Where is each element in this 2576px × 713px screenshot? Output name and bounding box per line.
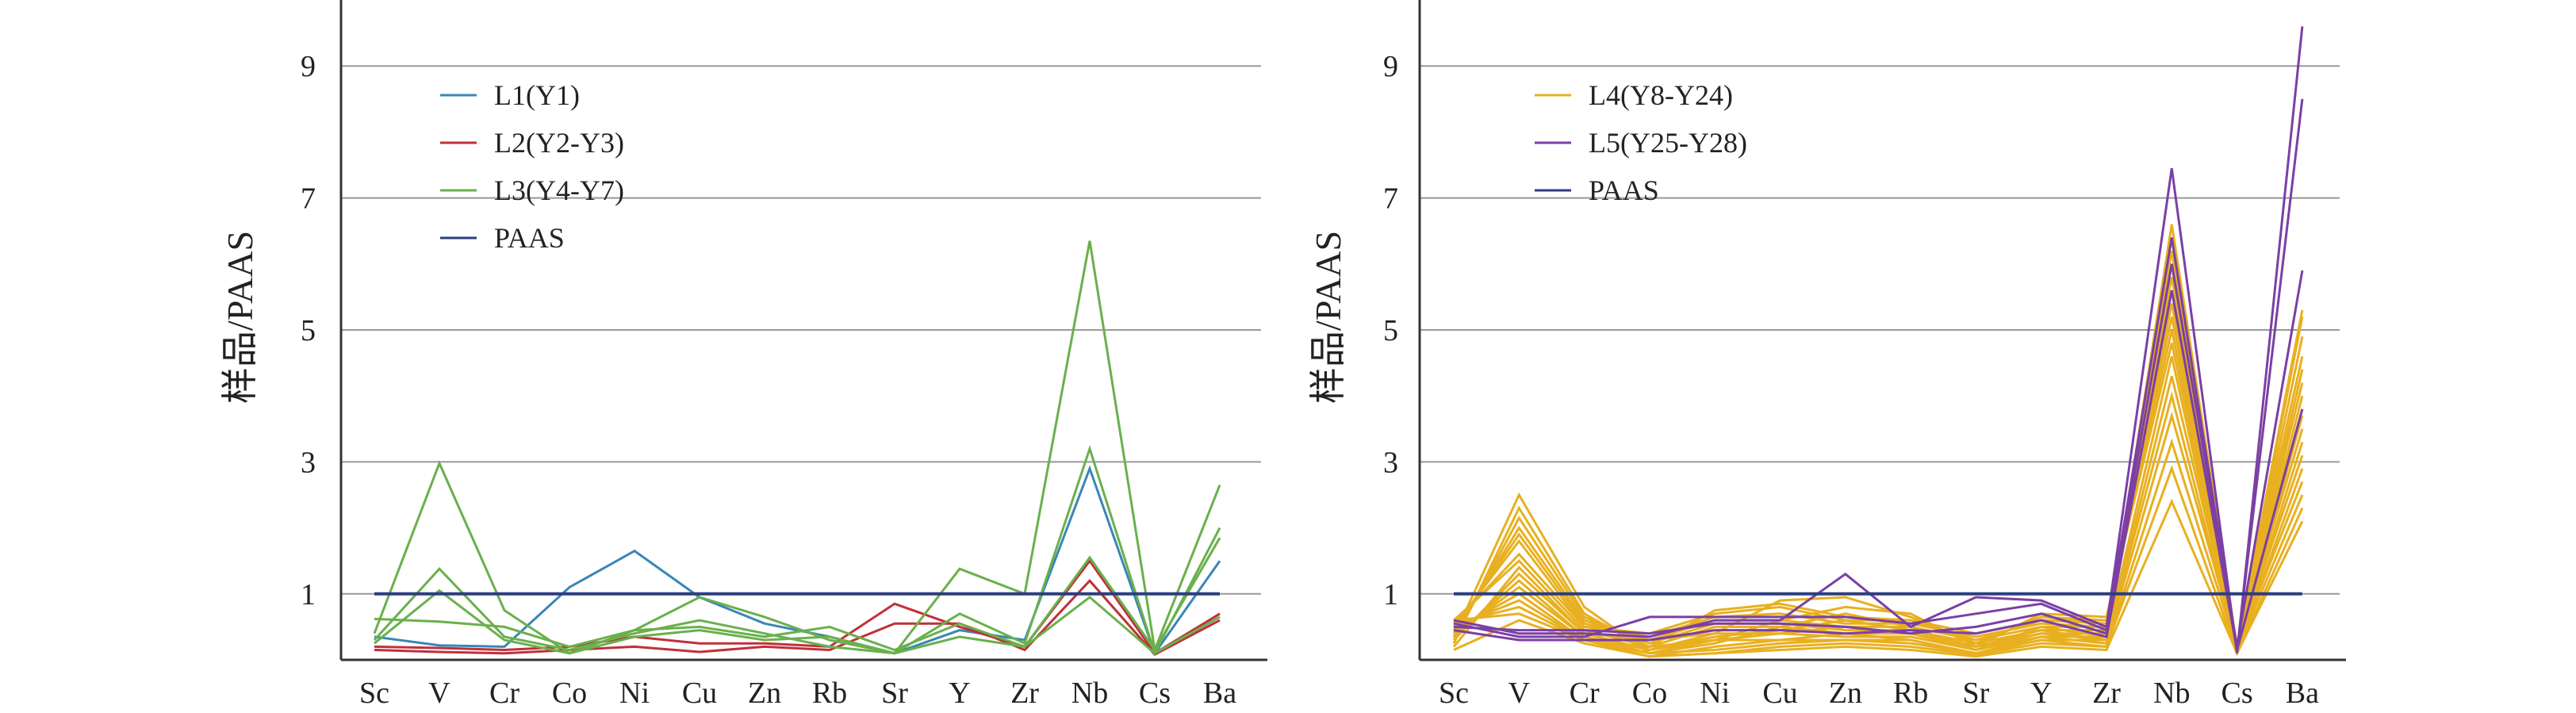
y-tick-label: 1: [301, 578, 316, 611]
x-tick-label: Y: [2030, 677, 2052, 709]
y-tick-label: 3: [301, 446, 316, 479]
x-tick-label: V: [428, 677, 450, 709]
x-tick-label: Nb: [1071, 677, 1108, 709]
x-tick-label: Co: [1632, 677, 1667, 709]
x-tick-label: Nb: [2153, 677, 2190, 709]
y-axis-title: 样品/PAAS: [220, 231, 260, 404]
series-line-l4-4: [1452, 277, 2304, 650]
x-tick-label: Zn: [1829, 677, 1862, 709]
chart-panel-1: 1 3 5 7 9 Sc V Cr Co Ni Cu Zn Rb Sr Y Zr Nb Cs Ba 样品/PAAS L1…: [220, 0, 1267, 710]
x-tick-label: Rb: [812, 677, 847, 709]
x-tick-label: Sr: [881, 677, 908, 709]
y-tick-label: 3: [1383, 446, 1398, 479]
y-tick-label: 9: [1383, 50, 1398, 83]
y-axis-title: 样品/PAAS: [1308, 231, 1348, 404]
x-tick-label: Sc: [359, 677, 389, 709]
series-line-l3-3: [373, 240, 1221, 655]
x-tick-label: Y: [949, 677, 970, 709]
series-line-l5-18: [1453, 98, 2304, 650]
series-line-l4-2: [1452, 250, 2304, 650]
series-line-l3-5: [374, 537, 1221, 653]
x-tick-label: Zr: [2092, 677, 2121, 709]
x-tick-label: Cr: [1570, 677, 1600, 709]
x-tick-label: Ba: [2286, 677, 2319, 709]
x-tick-label: Cu: [682, 677, 717, 709]
legend-label: PAAS: [494, 222, 565, 254]
x-tick-label: Rb: [1893, 677, 1928, 709]
x-tick-label: Cs: [1139, 677, 1171, 709]
legend: L1(Y1) L2(Y2-Y3) L3(Y4-Y7) PAAS: [440, 79, 624, 254]
x-tick-label: Sr: [1963, 677, 1990, 709]
legend: L4(Y8-Y24) L5(Y25-Y28) PAAS: [1535, 79, 1747, 206]
series-line-l1-0: [374, 465, 1221, 656]
legend-label: L3(Y4-Y7): [494, 174, 624, 206]
x-tick-label: Zn: [748, 677, 781, 709]
legend-label: L1(Y1): [494, 79, 580, 111]
y-tick-label: 9: [301, 50, 316, 83]
x-tick-label: Cu: [1762, 677, 1797, 709]
chart-panel-2: 1 3 5 7 9 Sc V Cr Co Ni Cu Zn Rb Sr Y Zr Nb Cs Ba 样品/PAAS L4…: [1308, 0, 2346, 710]
legend-label: L2(Y2-Y3): [494, 127, 624, 159]
series-line-l5-20: [1453, 289, 2304, 650]
series-line-l2-2: [374, 578, 1221, 657]
x-tick-label: Ni: [619, 677, 650, 709]
x-tick-label: Zr: [1010, 677, 1039, 709]
x-tick-label: Sc: [1439, 677, 1469, 709]
series-line-l4-16: [1453, 498, 2304, 658]
y-tick-label: 5: [1383, 314, 1398, 347]
x-tick-label: V: [1508, 677, 1531, 709]
y-tick-label: 7: [301, 182, 316, 216]
series-line-l5-19: [1453, 263, 2304, 647]
legend-label: PAAS: [1589, 174, 1659, 206]
series-line-l3-6: [374, 588, 1221, 655]
series-line-l4-9: [1452, 343, 2304, 652]
x-tick-label: Cs: [2221, 677, 2253, 709]
y-tick-label: 5: [301, 314, 316, 347]
y-tick-label: 1: [1383, 578, 1398, 611]
x-tick-label: Cr: [489, 677, 519, 709]
series-line-l2-1: [374, 558, 1221, 655]
series-line-l4-0: [1452, 224, 2304, 655]
x-tick-label: Ba: [1203, 677, 1236, 709]
series-line-l5-17: [1453, 26, 2304, 654]
x-tick-label: Ni: [1700, 677, 1730, 709]
legend-label: L4(Y8-Y24): [1589, 79, 1733, 111]
series-line-l3-4: [373, 444, 1221, 657]
x-tick-label: Co: [552, 677, 587, 709]
series-line-l4-15: [1453, 465, 2304, 658]
legend-label: L5(Y25-Y28): [1589, 127, 1747, 159]
y-tick-label: 7: [1383, 182, 1398, 216]
